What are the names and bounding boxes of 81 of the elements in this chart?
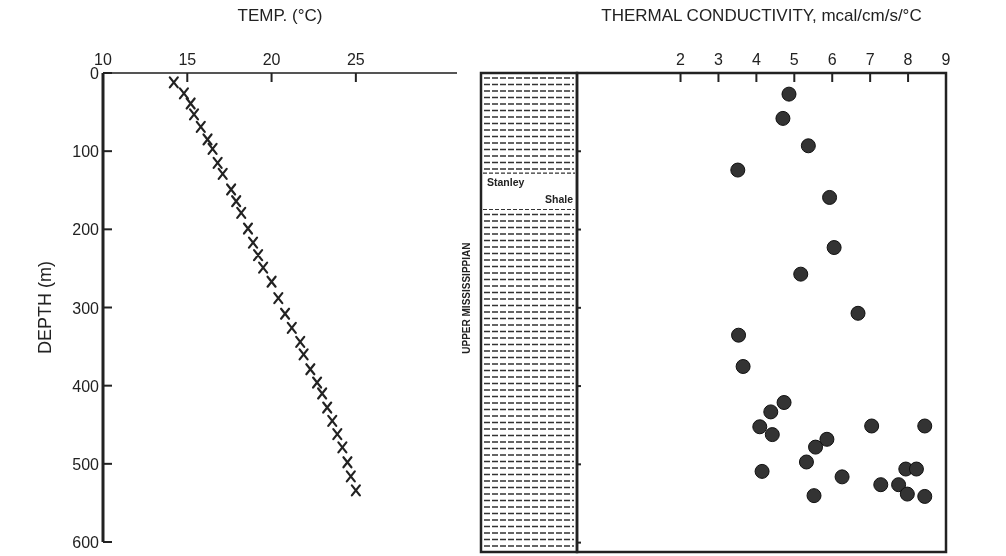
text: Stanley Shale [487,176,573,206]
point [212,156,223,169]
point [917,488,933,504]
y-tick-label: 0 [90,65,100,82]
x-tick-label: 7 [865,51,875,68]
y-tick-label: 100 [72,143,100,161]
point [730,162,746,178]
point [231,195,242,208]
point [242,222,254,235]
point [202,133,213,146]
point [899,486,915,502]
point [258,261,269,274]
point [295,335,306,348]
y-tick-label: 600 [72,534,100,551]
point [731,327,747,343]
point [195,120,206,134]
point [908,461,924,477]
point [327,414,338,427]
point [793,266,809,282]
point [350,484,361,497]
point [252,249,264,262]
point [266,275,277,288]
x-tick-label: 8 [903,51,913,68]
point [217,167,228,180]
x-axis-title: TEMP. (°C) [237,6,323,25]
point [322,401,333,414]
point [800,138,816,154]
point [775,110,791,126]
point [337,441,348,454]
point [891,477,907,493]
x-tick-label: 2 [676,51,686,68]
y-tick-label: 200 [72,221,100,239]
point [305,363,316,376]
point [247,236,259,249]
x-tick-label: 9 [941,51,951,68]
x-tick-label: 10 [94,51,112,68]
x-tick-label: 25 [346,51,365,68]
y-tick-label: 500 [72,455,100,473]
x-tick-label: 20 [262,51,281,68]
point [776,395,792,411]
point [822,189,838,205]
point [342,456,353,469]
point [298,348,309,361]
x-tick-label: 3 [714,51,723,68]
point [873,477,889,493]
point [764,427,780,443]
point [781,86,797,102]
y-axis-title: DEPTH (m) [35,261,55,354]
point [311,376,323,389]
point [345,470,356,483]
point [798,454,814,470]
point [819,431,835,447]
point [178,87,190,100]
x-tick-label: 5 [789,51,799,68]
point [752,419,768,435]
point [806,488,822,504]
point [236,206,247,220]
point [808,439,824,455]
point [226,183,237,196]
point [754,463,770,479]
point [850,305,866,321]
point [168,76,179,89]
point [317,387,328,400]
point [826,240,842,256]
point [834,469,850,485]
point [332,428,343,441]
y-tick-label: 300 [72,299,100,317]
point [207,142,218,155]
x-axis-title: THERMAL CONDUCTIVITY, mcal/cm/s/°C [601,6,922,25]
point [735,359,751,375]
point [917,418,933,434]
point [286,321,297,334]
x-tick-label: 4 [751,51,761,68]
text: UPPER MISSISSIPPIAN [461,242,472,354]
point [763,404,779,420]
point [864,418,880,434]
point [273,292,284,305]
x-tick-label: 15 [178,51,197,68]
point [279,307,291,320]
x-tick-label: 6 [827,51,837,68]
y-tick-label: 400 [72,377,100,395]
